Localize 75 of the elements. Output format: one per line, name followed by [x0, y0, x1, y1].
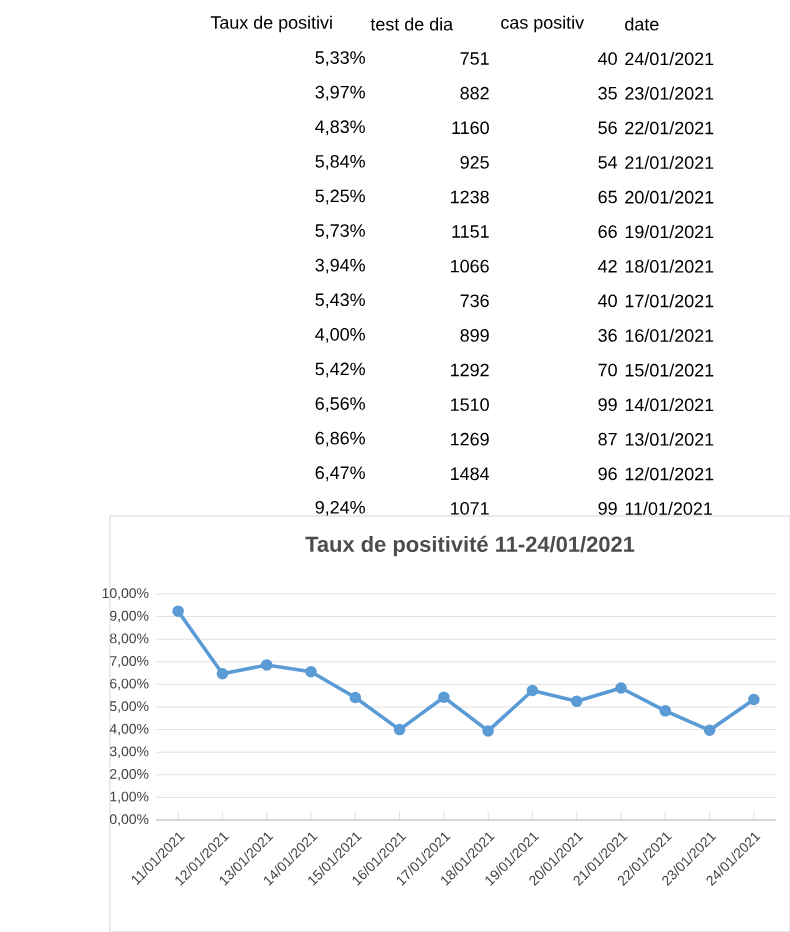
- text: 1160: [452, 121, 489, 135]
- text: 4,00%: [315, 327, 365, 343]
- point: [216, 667, 229, 680]
- text: 66: [598, 225, 617, 238]
- point: [659, 705, 672, 717]
- text: 1510: [451, 398, 489, 411]
- text: 925: [460, 156, 489, 169]
- text: 1151: [452, 225, 489, 238]
- point: [393, 723, 406, 736]
- text: 99: [598, 502, 617, 515]
- text: 1238: [451, 190, 489, 204]
- text: 3,94%: [315, 258, 365, 274]
- text: date: [625, 17, 659, 31]
- text: test de dia: [370, 17, 454, 31]
- text: 6,56%: [315, 397, 365, 412]
- text: 40: [598, 294, 617, 308]
- point: [349, 691, 362, 704]
- text: 17/01/2021: [625, 294, 714, 308]
- text: 5,84%: [315, 154, 365, 170]
- text: 16/01/2021: [625, 328, 714, 342]
- text: 19/01/2021: [625, 225, 714, 239]
- text: 5,25%: [315, 189, 365, 205]
- text: 96: [598, 467, 617, 481]
- text: 22/01/2021: [625, 121, 714, 135]
- text: 11/01/2021: [625, 501, 712, 515]
- text: 99: [598, 398, 617, 411]
- chart-title: Taux de positivité 11-24/01/2021: [305, 535, 635, 557]
- text: 1269: [451, 432, 489, 446]
- text: 751: [460, 52, 489, 65]
- text: 3,97%: [315, 85, 365, 101]
- text: 6,47%: [315, 466, 365, 482]
- text: 12/01/2021: [625, 467, 714, 481]
- text: 18/01/2021: [625, 259, 714, 273]
- point: [305, 665, 317, 678]
- point: [482, 725, 494, 737]
- text: 70: [598, 363, 617, 377]
- text: 23/01/2021: [625, 86, 714, 100]
- text: 882: [460, 86, 489, 100]
- text: 24/01/2021: [625, 52, 714, 66]
- text: 9,24%: [315, 500, 365, 516]
- text: 6,86%: [315, 431, 365, 447]
- text: 40: [598, 52, 617, 65]
- point: [615, 682, 627, 694]
- text: 5,73%: [315, 224, 365, 239]
- text: 87: [598, 432, 617, 446]
- text: 899: [460, 329, 489, 342]
- text: 15/01/2021: [625, 363, 714, 377]
- point: [703, 724, 716, 737]
- text: 35: [598, 86, 617, 100]
- point: [260, 659, 273, 671]
- point: [172, 605, 184, 617]
- text: 4,83%: [315, 120, 365, 136]
- text: 5,33%: [315, 51, 365, 66]
- text: 5,43%: [315, 293, 365, 309]
- text: 1292: [451, 363, 489, 377]
- point: [438, 691, 450, 704]
- text: 56: [598, 121, 617, 135]
- text: 20/01/2021: [625, 190, 714, 204]
- text: 21/01/2021: [625, 155, 714, 169]
- text: 1071: [451, 502, 489, 515]
- text: 1066: [451, 259, 489, 273]
- text: 54: [598, 156, 618, 169]
- point: [570, 695, 583, 708]
- text: 1484: [451, 467, 490, 481]
- text: 5,42%: [315, 362, 365, 378]
- text: 736: [460, 294, 489, 308]
- point: [748, 693, 760, 706]
- text: Taux de positivi: [210, 15, 332, 33]
- text: 14/01/2021: [625, 398, 714, 412]
- text: 42: [598, 259, 617, 273]
- text: cas positiv: [501, 15, 585, 33]
- point: [526, 684, 539, 697]
- text: 65: [598, 190, 617, 204]
- text: 36: [598, 329, 617, 342]
- text: 13/01/2021: [625, 432, 714, 446]
